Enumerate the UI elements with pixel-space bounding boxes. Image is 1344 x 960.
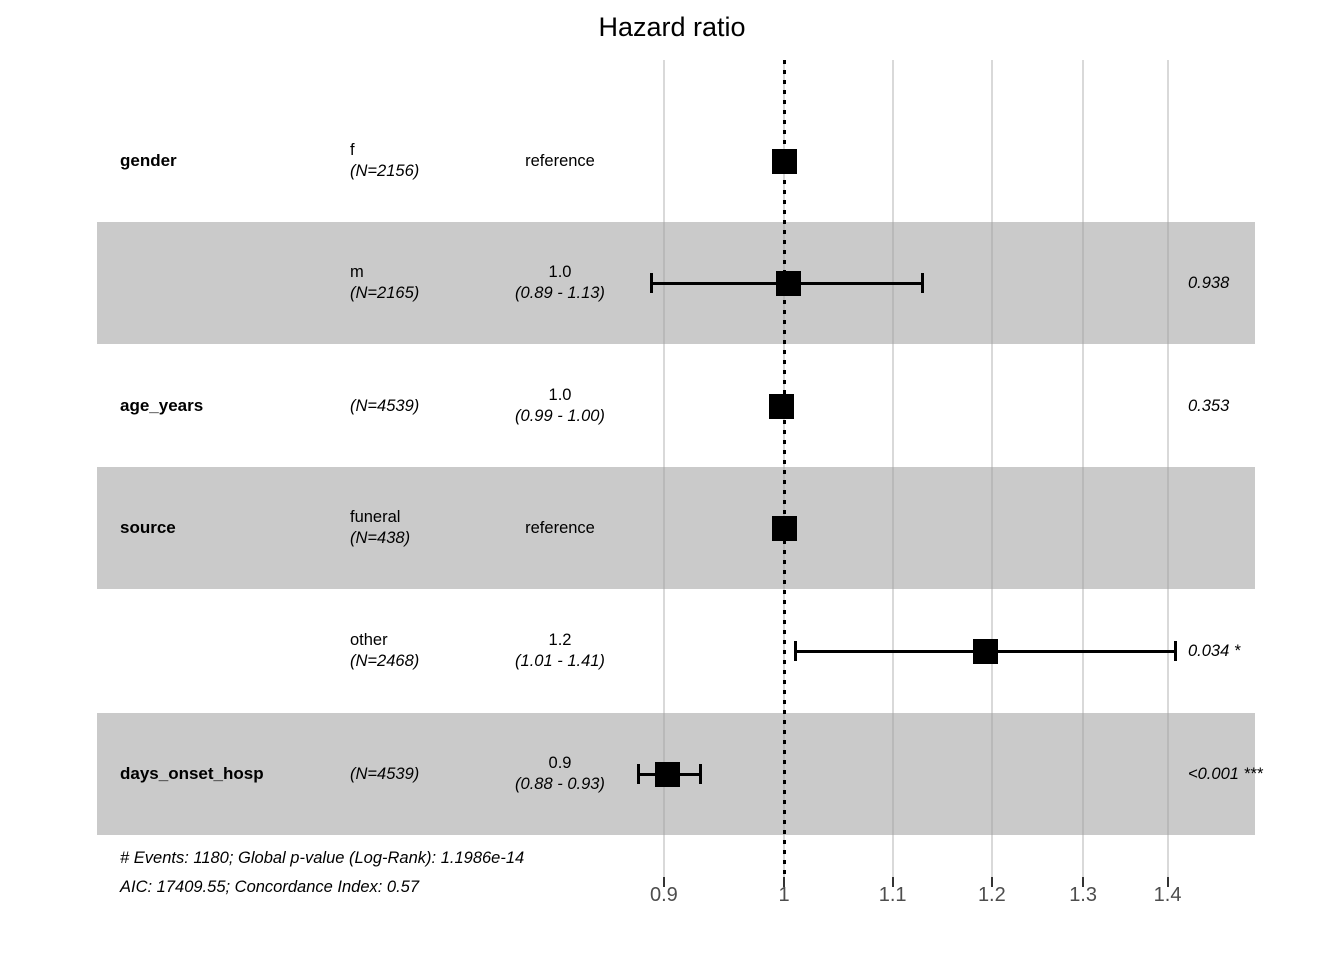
estimate-cell: 0.9 (0.88 - 0.93) — [470, 713, 650, 835]
n-label: (N=2165) — [350, 284, 420, 302]
level-cell: (N=4539) — [350, 345, 419, 467]
estimate-label: reference — [525, 518, 595, 537]
ci-label: (0.99 - 1.00) — [515, 407, 605, 425]
ci-label: (0.89 - 1.13) — [515, 284, 605, 302]
zebra-band — [97, 467, 1255, 589]
point-estimate-square — [776, 270, 802, 296]
ci-cap-left — [794, 641, 798, 661]
level-cell: (N=4539) — [350, 713, 419, 835]
footer-line-aic: AIC: 17409.55; Concordance Index: 0.57 — [120, 878, 420, 896]
p-value: 0.353 — [1188, 396, 1230, 415]
level-cell: other (N=2468) — [350, 590, 419, 712]
point-estimate-square — [771, 148, 797, 174]
table-row: m (N=2165) 1.0 (0.89 - 1.13) 0.938 — [0, 222, 1344, 344]
estimate-cell: reference — [470, 467, 650, 589]
point-estimate-square — [771, 515, 797, 541]
x-tick — [891, 877, 894, 887]
ci-cap-left — [650, 273, 654, 293]
variable-label: source — [120, 518, 176, 537]
x-tick-label: 1.4 — [1153, 884, 1182, 906]
chart-title: Hazard ratio — [598, 12, 746, 42]
ci-cap-left — [637, 764, 641, 784]
point-estimate-square — [655, 761, 681, 787]
estimate-label: reference — [525, 151, 595, 170]
table-row: other (N=2468) 1.2 (1.01 - 1.41) 0.034 * — [0, 590, 1344, 712]
ci-cap-right — [699, 764, 703, 784]
table-row: source funeral (N=438) reference — [0, 467, 1344, 589]
x-tick-label: 1.1 — [878, 884, 907, 906]
x-tick — [1082, 877, 1085, 887]
x-tick — [783, 877, 785, 887]
level-label: other — [350, 631, 388, 649]
ci-cap-right — [1173, 641, 1177, 661]
point-estimate-square — [972, 638, 998, 664]
x-tick-label: 1.3 — [1069, 884, 1097, 906]
estimate-label: 0.9 — [548, 754, 572, 772]
estimate-label: 1.0 — [548, 386, 572, 404]
level-cell: f (N=2156) — [350, 100, 419, 222]
variable-label: age_years — [120, 396, 204, 415]
reference-line — [782, 60, 786, 877]
ci-label: (0.88 - 0.93) — [515, 775, 605, 793]
p-value: <0.001 *** — [1188, 764, 1263, 783]
variable-label: days_onset_hosp — [120, 764, 264, 783]
ci-cap-right — [921, 273, 925, 293]
level-cell: m (N=2165) — [350, 222, 419, 344]
table-row: days_onset_hosp (N=4539) 0.9 (0.88 - 0.9… — [0, 713, 1344, 835]
table-row: age_years (N=4539) 1.0 (0.99 - 1.00) 0.3… — [0, 345, 1344, 467]
n-label: (N=2468) — [350, 652, 420, 670]
x-tick-label: 1.2 — [977, 884, 1006, 906]
n-label: (N=2156) — [350, 162, 420, 180]
estimate-label: 1.2 — [548, 631, 572, 649]
level-cell: funeral (N=438) — [350, 467, 410, 589]
x-tick-label: 0.9 — [649, 884, 678, 906]
level-label: m — [350, 263, 364, 281]
p-value: 0.938 — [1188, 273, 1230, 292]
x-tick — [990, 877, 993, 887]
table-row: gender f (N=2156) reference — [0, 100, 1344, 222]
footer-line-events: # Events: 1180; Global p-value (Log-Rank… — [120, 849, 525, 867]
n-label: (N=4539) — [350, 764, 420, 783]
estimate-cell: 1.0 (0.99 - 1.00) — [470, 345, 650, 467]
estimate-label: 1.0 — [548, 263, 572, 281]
estimate-cell: 1.2 (1.01 - 1.41) — [470, 590, 650, 712]
p-value: 0.034 * — [1188, 641, 1241, 660]
x-tick-label: 1 — [778, 884, 790, 906]
level-label: f — [350, 141, 355, 159]
x-tick — [1166, 877, 1169, 887]
point-estimate-square — [769, 393, 795, 419]
level-label: funeral — [350, 508, 401, 526]
estimate-cell: reference — [470, 100, 650, 222]
ci-label: (1.01 - 1.41) — [515, 652, 605, 670]
model-stats-footer: # Events: 1180; Global p-value (Log-Rank… — [120, 844, 524, 902]
variable-label: gender — [120, 151, 177, 170]
x-tick — [662, 877, 665, 887]
estimate-cell: 1.0 (0.89 - 1.13) — [470, 222, 650, 344]
n-label: (N=438) — [350, 529, 411, 547]
n-label: (N=4539) — [350, 396, 420, 415]
